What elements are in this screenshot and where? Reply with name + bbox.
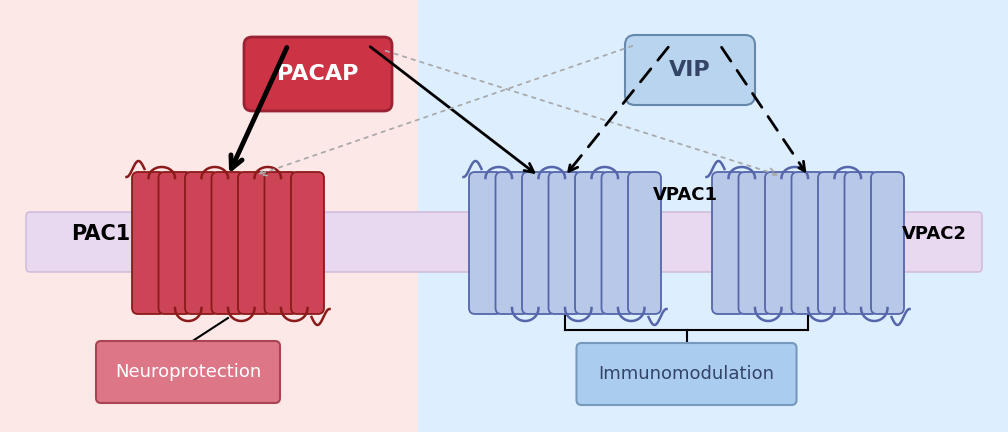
FancyBboxPatch shape [712, 172, 745, 314]
FancyBboxPatch shape [602, 172, 634, 314]
Text: PACAP: PACAP [277, 64, 359, 84]
FancyBboxPatch shape [244, 37, 392, 111]
FancyBboxPatch shape [132, 172, 165, 314]
FancyBboxPatch shape [575, 172, 608, 314]
FancyBboxPatch shape [548, 172, 582, 314]
Bar [418, 0, 1008, 432]
FancyBboxPatch shape [818, 172, 851, 314]
Text: Immunomodulation: Immunomodulation [599, 365, 774, 383]
FancyBboxPatch shape [522, 172, 555, 314]
FancyBboxPatch shape [469, 172, 502, 314]
FancyBboxPatch shape [96, 341, 280, 403]
Bar [0, 0, 418, 432]
Text: Neuroprotection: Neuroprotection [115, 363, 261, 381]
FancyBboxPatch shape [625, 35, 755, 105]
FancyBboxPatch shape [577, 343, 796, 405]
FancyBboxPatch shape [26, 212, 982, 272]
FancyBboxPatch shape [628, 172, 661, 314]
FancyBboxPatch shape [871, 172, 904, 314]
Text: VIP: VIP [669, 60, 711, 80]
FancyBboxPatch shape [791, 172, 825, 314]
FancyBboxPatch shape [264, 172, 297, 314]
FancyBboxPatch shape [765, 172, 798, 314]
FancyBboxPatch shape [158, 172, 192, 314]
FancyBboxPatch shape [845, 172, 878, 314]
FancyBboxPatch shape [185, 172, 218, 314]
Text: PAC1: PAC1 [72, 224, 130, 244]
FancyBboxPatch shape [739, 172, 771, 314]
Text: VPAC1: VPAC1 [652, 186, 718, 204]
Text: VPAC2: VPAC2 [901, 225, 967, 243]
FancyBboxPatch shape [291, 172, 324, 314]
FancyBboxPatch shape [496, 172, 528, 314]
FancyBboxPatch shape [212, 172, 245, 314]
FancyBboxPatch shape [238, 172, 271, 314]
